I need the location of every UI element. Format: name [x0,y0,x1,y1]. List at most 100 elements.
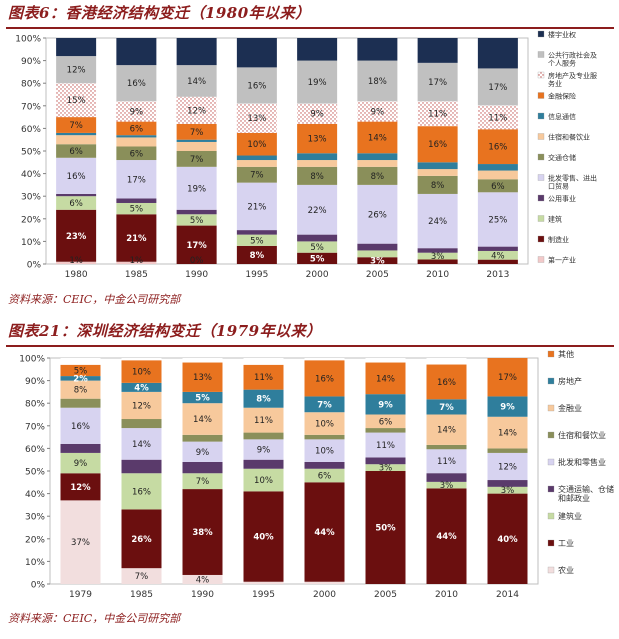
bar-segment [236,155,277,161]
legend-swatch [537,174,545,181]
bar-segment [243,581,284,584]
bar-segment [116,101,157,122]
y-tick-label: 20% [25,535,45,545]
legend-swatch [537,153,545,161]
bar-segment [297,241,338,253]
data-label: 10% [315,447,334,457]
bar-segment [236,230,277,235]
bar-segment [304,468,345,483]
bar-segment [297,252,338,264]
bar-segment [243,468,284,492]
bar-segment [236,166,277,183]
data-label: 11% [437,457,456,467]
bar-segment [121,509,162,569]
data-label: 2% [73,374,88,384]
data-label: 12% [67,66,86,76]
bar-segment [297,60,338,104]
y-tick-label: 100% [19,355,45,365]
data-label: 0% [190,256,204,266]
data-label: 18% [368,77,387,87]
bar-segment [487,416,528,449]
data-label: 17% [428,78,447,88]
bar-segment [60,473,101,501]
data-label: 7% [135,572,149,582]
y-tick-label: 30% [25,513,45,523]
data-label: 16% [67,172,86,182]
bar-segment [357,250,398,258]
legend-label: 个人服务 [548,59,576,68]
legend-swatch [547,431,555,439]
legend-label: 其他 [558,349,574,359]
bar-segment [417,162,458,170]
data-label: 22% [308,206,327,216]
data-label: 16% [127,79,146,89]
bar-segment [236,160,277,167]
bar-segment [304,396,345,413]
y-tick-label: 60% [21,125,41,135]
data-label: 16% [488,143,507,153]
data-label: 14% [437,426,456,436]
bar-segment [417,169,458,176]
legend-label: 制造业 [548,235,569,244]
bar-segment [477,259,518,264]
bar-segment [297,103,338,124]
data-label: 7% [196,477,210,487]
y-tick-label: 80% [25,400,45,410]
bar-segment [477,246,518,251]
data-label: 19% [308,78,327,88]
bar-segment [182,403,223,435]
data-label: 3% [370,257,385,267]
bar-segment [357,257,398,264]
bar-segment [417,252,458,260]
data-label: 6% [491,182,505,192]
data-label: 13% [193,373,212,383]
data-label: 13% [308,135,327,145]
data-label: 37% [71,538,90,548]
bar-segment [426,414,467,445]
data-label: 5% [310,243,324,253]
bar-segment [417,126,458,163]
data-label: 16% [132,487,151,497]
bar-segment [56,56,97,84]
x-tick-label: 1985 [125,270,148,280]
data-label: 8% [310,172,324,182]
bar-segment [176,151,217,167]
legend-swatch [537,256,545,263]
data-label: 8% [431,181,445,191]
data-label: 3% [379,464,393,474]
legend-label: 工业 [558,538,574,548]
bar-segment [417,193,458,249]
data-label: 14% [498,429,517,439]
data-label: 10% [315,420,334,430]
legend-label: 建筑业 [558,511,582,521]
bar-segment [417,101,458,127]
data-label: 14% [187,77,206,87]
data-label: 14% [376,374,395,384]
x-tick-label: 1979 [69,590,92,600]
data-label: 17% [186,241,207,251]
data-label: 19% [187,184,206,194]
legend-label: 公共行政社会及 [548,51,597,60]
bar-segment [60,407,101,444]
y-tick-label: 70% [21,102,41,112]
y-tick-label: 50% [21,148,41,158]
data-label: 7% [439,403,454,413]
bar-segment [182,391,223,404]
bar-segment [365,362,406,395]
bar-segment [182,461,223,474]
title-rule-sz [6,345,614,347]
legend-label: 批发零售、进出 [548,174,597,183]
bar-segment [426,399,467,415]
x-tick-label: 1990 [191,590,214,600]
data-label: 15% [67,96,86,106]
bar-segment [304,581,345,584]
data-label: 6% [69,147,83,157]
bar-segment [56,38,97,57]
data-label: 7% [250,171,264,181]
data-label: 12% [187,106,206,116]
bar-segment [365,414,406,429]
bar-segment [176,225,217,264]
data-label: 3% [501,486,515,496]
bar-segment [176,139,217,142]
bar-segment [56,144,97,158]
